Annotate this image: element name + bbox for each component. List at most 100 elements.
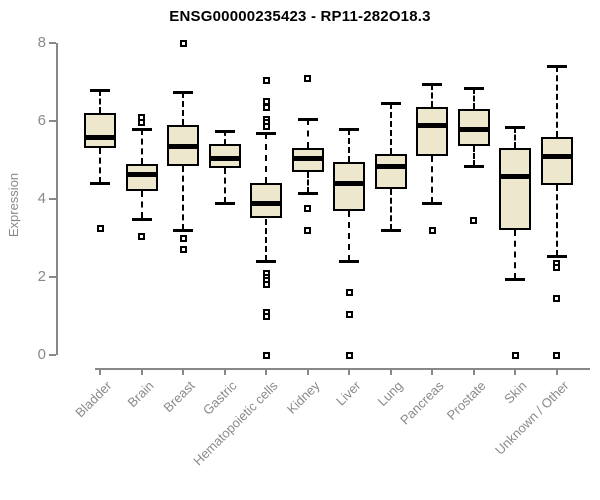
median-line [208,156,241,162]
x-axis-tick [555,368,558,375]
lower-whisker-stem [555,185,558,256]
y-tick-label: 4 [37,190,46,207]
lower-whisker-cap [173,229,193,233]
lower-whisker-cap [90,182,110,186]
x-axis-tick [348,368,350,375]
x-axis-tick [306,368,309,375]
outlier-point [138,232,145,240]
y-tick-label: 2 [37,268,46,285]
iqr-box [540,136,573,186]
outlier-point [262,103,270,111]
lower-whisker-cap [505,277,525,281]
median-line [540,154,573,160]
lower-whisker-stem [223,167,226,203]
outlier-point [511,351,519,359]
median-line [416,122,448,128]
upper-whisker-cap [505,125,525,129]
lower-whisker-stem [182,165,184,231]
x-axis-tick [140,368,143,375]
y-tick-label: 6 [37,112,46,129]
upper-whisker-cap [463,86,484,90]
x-axis-tick [223,368,226,375]
upper-whisker-stem [555,66,558,137]
y-axis-tick [49,354,56,356]
upper-whisker-cap [256,131,276,135]
lower-whisker-cap [214,201,235,205]
outlier-point [428,226,436,234]
x-axis-tick [265,368,267,375]
upper-whisker-stem [223,130,226,145]
y-axis-line [56,43,58,355]
upper-whisker-stem [265,132,267,184]
upper-whisker-stem [431,83,433,108]
lower-whisker-cap [380,229,401,233]
y-axis-tick [49,120,56,122]
upper-whisker-cap [214,129,235,133]
outlier-point [262,351,270,359]
lower-whisker-cap [297,192,318,196]
upper-whisker-cap [546,65,567,69]
outlier-point [553,294,560,302]
x-axis-tick [99,368,101,375]
iqr-box [374,154,407,190]
lower-whisker-stem [389,189,392,231]
lower-whisker-stem [140,191,143,219]
median-line [333,181,365,187]
lower-whisker-stem [472,146,475,166]
chart-title: ENSG00000235423 - RP11-282O18.3 [169,8,431,25]
lower-whisker-stem [99,148,101,184]
upper-whisker-stem [514,126,516,149]
median-line [125,171,158,177]
median-line [457,126,490,132]
outlier-point [262,312,270,320]
x-axis-tick [389,368,392,375]
lower-whisker-cap [546,254,567,258]
lower-whisker-stem [431,156,433,203]
median-line [499,173,531,179]
outlier-point [304,226,311,234]
upper-whisker-cap [131,127,152,131]
median-line [291,156,324,162]
lower-whisker-stem [514,230,516,279]
upper-whisker-cap [380,102,401,106]
y-axis-tick [49,42,56,44]
upper-whisker-stem [389,103,392,155]
upper-whisker-stem [472,87,475,110]
outlier-point [304,205,311,213]
upper-whisker-stem [140,128,143,164]
x-axis-tick [431,368,433,375]
outlier-point [179,39,187,47]
lower-whisker-cap [463,164,484,168]
outlier-point [345,351,353,359]
outlier-point [470,216,477,224]
median-line [374,163,407,169]
lower-whisker-stem [265,218,267,262]
y-axis-tick [49,198,56,200]
outlier-point [262,123,270,131]
iqr-box [499,148,531,231]
outlier-point [553,263,560,271]
y-axis-tick [49,276,56,278]
lower-whisker-stem [348,210,350,262]
lower-whisker-stem [306,171,309,194]
x-axis-tick [182,368,184,375]
upper-whisker-cap [173,90,193,94]
upper-whisker-stem [306,119,309,149]
x-axis-tick [472,368,475,375]
iqr-box [84,113,116,149]
iqr-box [125,163,158,192]
upper-whisker-stem [348,128,350,162]
outlier-point [138,119,145,127]
outlier-point [179,234,187,242]
upper-whisker-cap [339,127,359,131]
median-line [250,200,282,206]
outlier-point [345,289,353,297]
outlier-point [179,246,187,254]
iqr-box [416,107,448,157]
outlier-point [345,310,353,318]
lower-whisker-cap [256,260,276,264]
upper-whisker-cap [422,82,442,86]
x-axis-line [95,368,590,370]
outlier-point [553,351,560,359]
